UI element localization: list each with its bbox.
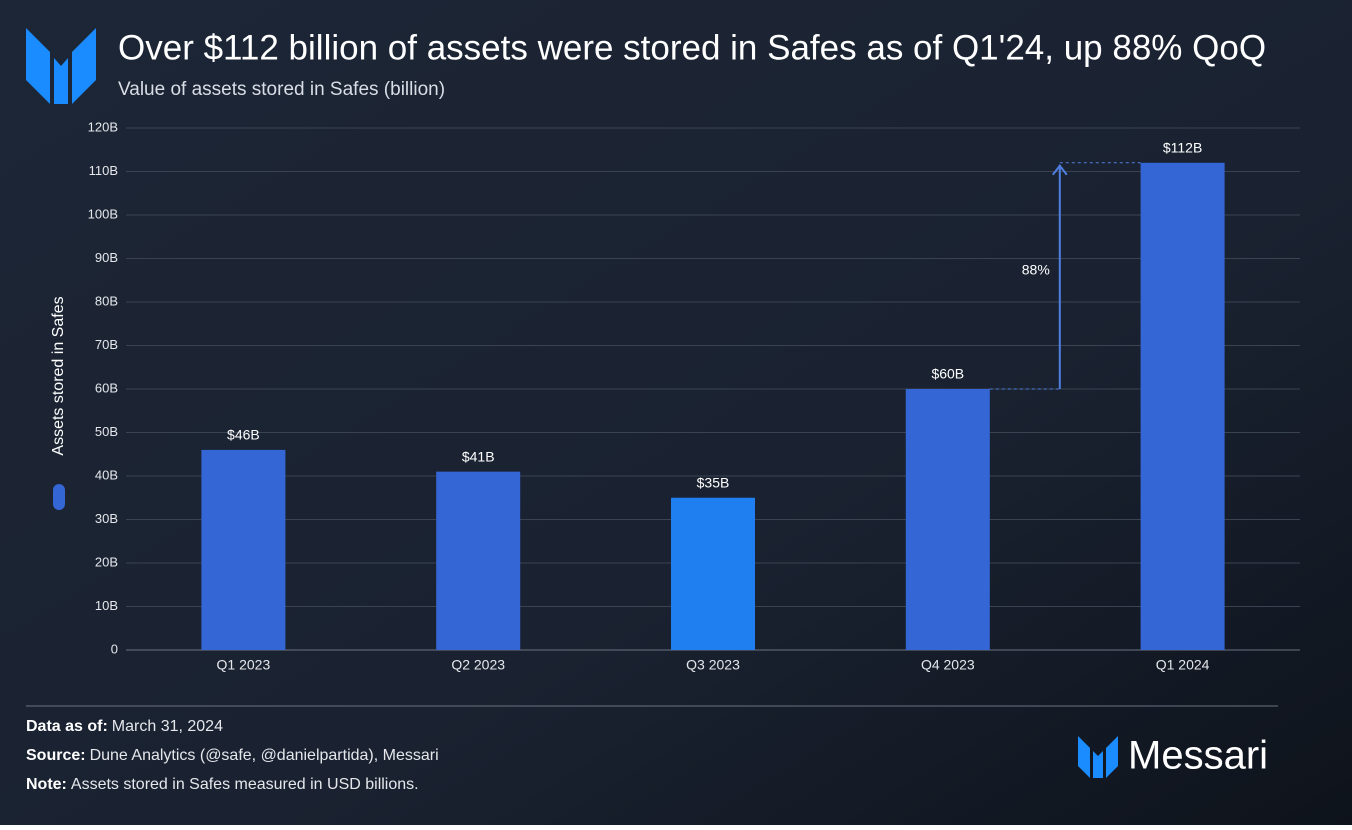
footer-note-text: Assets stored in Safes measured in USD b… <box>71 776 419 793</box>
legend-swatch <box>53 484 65 510</box>
y-tick-label: 40B <box>95 467 118 482</box>
footer-note: Note: Assets stored in Safes measured in … <box>26 776 419 793</box>
footer-note-text: March 31, 2024 <box>112 718 223 735</box>
footer-note: Data as of: March 31, 2024 <box>26 718 223 735</box>
y-tick-label: 90B <box>95 250 118 265</box>
y-tick-label: 80B <box>95 293 118 308</box>
y-tick-label: 50B <box>95 424 118 439</box>
y-tick-label: 60B <box>95 380 118 395</box>
annotation-arrowhead <box>1052 164 1068 176</box>
footer-note-text: Dune Analytics (@safe, @danielpartida), … <box>90 747 439 764</box>
bar <box>671 497 755 650</box>
bar <box>436 471 521 650</box>
bar <box>1140 162 1225 651</box>
bar <box>905 389 990 650</box>
chart-title: Over $112 billion of assets were stored … <box>118 28 1266 67</box>
brand-name: Messari <box>1128 734 1268 778</box>
data-label: $35B <box>697 474 730 490</box>
y-axis-label: Assets stored in Safes <box>50 296 67 455</box>
footer-note-label: Source: <box>26 747 86 764</box>
y-tick-label: 0 <box>111 641 118 656</box>
data-label: $41B <box>462 448 495 464</box>
footer-note-label: Data as of: <box>26 718 108 735</box>
data-label: $112B <box>1163 140 1202 156</box>
bar <box>201 449 286 650</box>
y-tick-label: 120B <box>88 119 118 134</box>
brand-icon <box>1078 736 1118 778</box>
y-tick-label: 30B <box>95 511 118 526</box>
x-tick-label: Q3 2023 <box>686 657 740 673</box>
y-tick-label: 100B <box>88 206 118 221</box>
annotation-label: 88% <box>1022 262 1050 278</box>
footer-note: Source: Dune Analytics (@safe, @danielpar… <box>26 747 439 764</box>
x-tick-label: Q1 2024 <box>1156 657 1210 673</box>
y-tick-label: 110B <box>89 163 118 178</box>
logo-icon <box>26 28 96 104</box>
x-tick-label: Q2 2023 <box>451 657 505 673</box>
footer-note-label: Note: <box>26 776 67 793</box>
data-label: $46B <box>227 427 260 443</box>
x-tick-label: Q1 2023 <box>217 657 271 673</box>
y-tick-label: 20B <box>95 554 118 569</box>
chart-subtitle: Value of assets stored in Safes (billion… <box>118 79 445 100</box>
data-label: $60B <box>931 366 964 382</box>
y-tick-label: 70B <box>95 337 118 352</box>
x-tick-label: Q4 2023 <box>921 657 975 673</box>
y-tick-label: 10B <box>95 598 118 613</box>
